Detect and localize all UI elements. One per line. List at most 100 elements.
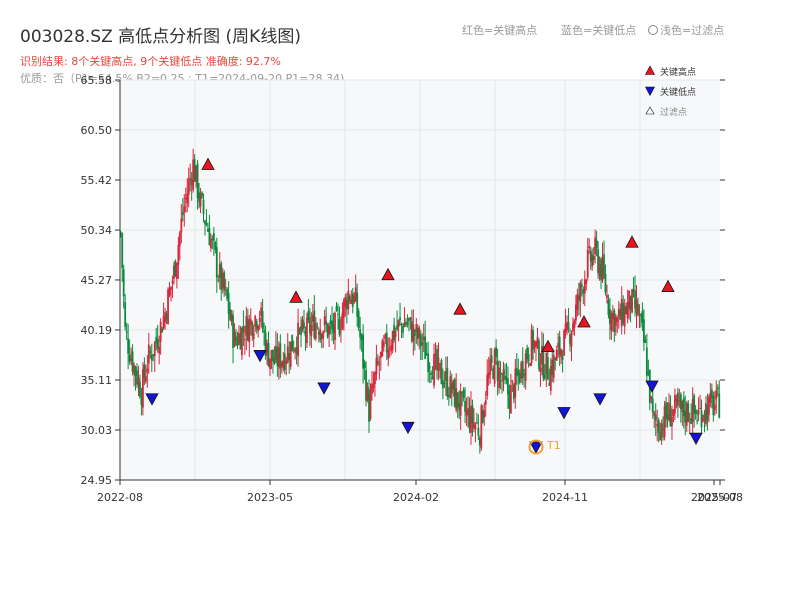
candle-body bbox=[359, 329, 362, 338]
candle-body bbox=[419, 334, 422, 347]
candle-body bbox=[582, 288, 585, 294]
candle-body bbox=[156, 339, 159, 349]
candle-body bbox=[415, 324, 418, 332]
candle-body bbox=[699, 408, 701, 410]
candle-body bbox=[583, 279, 586, 294]
candle-body bbox=[369, 394, 372, 419]
candle-body bbox=[307, 310, 310, 320]
candle-body bbox=[709, 392, 712, 403]
candle-body bbox=[456, 392, 459, 408]
candle-body bbox=[504, 375, 506, 378]
candle-body bbox=[708, 396, 710, 416]
candle-body bbox=[209, 238, 212, 249]
candle-body bbox=[595, 240, 598, 249]
candle-body bbox=[371, 383, 373, 395]
candle-body bbox=[443, 382, 446, 385]
candle-body bbox=[235, 336, 237, 341]
candle-body bbox=[440, 359, 443, 385]
candle-body bbox=[387, 349, 390, 359]
candle-body bbox=[301, 319, 304, 330]
candle-body bbox=[187, 179, 190, 195]
candle-body bbox=[628, 290, 631, 309]
legend-blue-note: 蓝色=关键低点 bbox=[561, 24, 637, 37]
candle-body bbox=[597, 249, 599, 274]
candle-body bbox=[175, 262, 178, 279]
candle-body bbox=[198, 192, 200, 203]
candle-body bbox=[638, 313, 641, 315]
candle-body bbox=[300, 325, 302, 335]
candle-body bbox=[623, 305, 626, 327]
candle-body bbox=[679, 394, 682, 410]
candle-body bbox=[634, 290, 636, 309]
candle-body bbox=[606, 294, 608, 299]
candle-body bbox=[609, 309, 611, 324]
candle-body bbox=[471, 405, 474, 424]
candle-body bbox=[413, 330, 416, 337]
candle-body bbox=[659, 432, 662, 441]
candle-body bbox=[653, 412, 656, 416]
candle-body bbox=[334, 312, 336, 340]
candle-body bbox=[518, 373, 521, 383]
candle-body bbox=[368, 389, 370, 422]
candle-body bbox=[134, 366, 137, 376]
key-low-marker bbox=[689, 432, 703, 445]
candle-body bbox=[378, 363, 381, 365]
candle-body bbox=[328, 325, 331, 335]
candle-body bbox=[589, 251, 592, 262]
candle-body bbox=[650, 396, 653, 400]
candle-body bbox=[241, 328, 243, 356]
candle-body bbox=[196, 163, 199, 199]
candle-body bbox=[341, 313, 344, 329]
candle-body bbox=[136, 370, 138, 385]
candle-body bbox=[566, 322, 568, 331]
candle-body bbox=[675, 398, 678, 402]
legend-filtered-label: 过滤点 bbox=[660, 106, 687, 118]
key-low-marker bbox=[401, 421, 415, 435]
candle-body bbox=[322, 331, 325, 339]
candle-body bbox=[710, 389, 713, 398]
candle-body bbox=[557, 342, 560, 348]
candle-body bbox=[289, 341, 292, 367]
candle-body bbox=[428, 365, 431, 369]
candle-body bbox=[159, 321, 162, 342]
candle-body bbox=[279, 343, 282, 369]
candle-body bbox=[700, 410, 703, 428]
candle-body bbox=[239, 333, 242, 350]
candles bbox=[119, 148, 721, 454]
candle-body bbox=[310, 324, 313, 337]
candle-body bbox=[252, 332, 255, 340]
candle-body bbox=[586, 250, 589, 278]
candle-body bbox=[246, 318, 249, 341]
legend-low-label: 关键低点 bbox=[660, 86, 696, 98]
candle-body bbox=[223, 272, 226, 291]
t1-highlight-circle bbox=[528, 439, 544, 455]
candle-body bbox=[459, 391, 462, 416]
candle-body bbox=[712, 395, 715, 416]
candle-body bbox=[475, 422, 478, 424]
y-tick-label: 24.95 bbox=[81, 474, 113, 487]
candle-body bbox=[427, 353, 430, 373]
candle-body bbox=[394, 331, 397, 337]
candle-body bbox=[127, 338, 130, 354]
candle-body bbox=[149, 351, 152, 354]
candle-body bbox=[189, 177, 192, 181]
candle-body bbox=[232, 315, 234, 348]
candle-body bbox=[560, 350, 563, 358]
candle-body bbox=[220, 263, 223, 290]
grid-lines bbox=[120, 79, 720, 481]
candle-body bbox=[288, 353, 291, 361]
candle-body bbox=[477, 427, 480, 436]
candle-body bbox=[122, 269, 125, 297]
candle-body bbox=[486, 374, 489, 396]
candle-body bbox=[703, 413, 706, 419]
x-tick-label: 2022-08 bbox=[97, 491, 143, 504]
candle-body bbox=[654, 414, 657, 421]
candle-body bbox=[450, 382, 453, 394]
candle-body bbox=[567, 321, 570, 328]
x-tick-label: 2024-02 bbox=[393, 491, 439, 504]
candle-body bbox=[131, 351, 134, 372]
candle-body bbox=[508, 390, 511, 409]
candle-body bbox=[162, 315, 165, 328]
candle-body bbox=[523, 373, 526, 376]
